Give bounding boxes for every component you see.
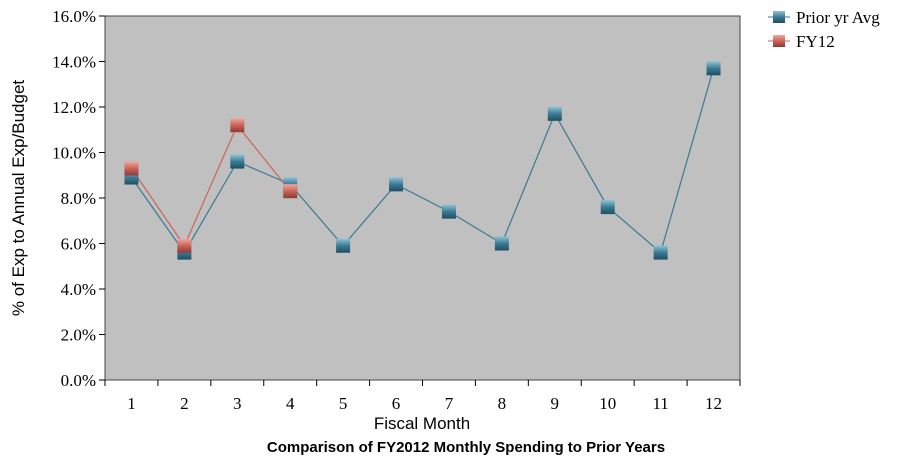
y-tick-label: 10.0% (52, 144, 96, 163)
data-point-fy12 (230, 118, 245, 133)
legend: Prior yr Avg FY12 (768, 8, 880, 51)
data-point-fy12 (177, 238, 192, 253)
x-axis-title: Fiscal Month (374, 414, 470, 433)
legend-marker-prior-yr-avg (773, 11, 785, 23)
chart-title: Comparison of FY2012 Monthly Spending to… (267, 439, 665, 456)
series-line-prior-yr-avg (130, 68, 715, 254)
data-point-prior-yr-avg (336, 238, 351, 253)
x-tick-label: 9 (551, 394, 560, 413)
data-point-prior-yr-avg (389, 177, 404, 192)
data-point-prior-yr-avg (653, 245, 668, 260)
data-point-fy12 (283, 184, 298, 199)
x-tick-label: 2 (180, 394, 189, 413)
x-tick-label: 8 (498, 394, 507, 413)
y-tick-label: 4.0% (61, 280, 96, 299)
x-axis: 1 2 3 4 5 6 7 8 9 10 11 12 (104, 380, 741, 413)
data-point-prior-yr-avg (706, 61, 721, 76)
y-tick-label: 6.0% (61, 235, 96, 254)
legend-item-fy12: FY12 (768, 32, 835, 51)
legend-marker-fy12 (773, 35, 785, 47)
data-point-prior-yr-avg (600, 200, 615, 215)
y-tick-label: 14.0% (52, 53, 96, 72)
legend-label-prior-yr-avg: Prior yr Avg (796, 8, 880, 27)
y-tick-label: 8.0% (61, 189, 96, 208)
data-point-prior-yr-avg (494, 236, 509, 251)
legend-label-fy12: FY12 (796, 32, 835, 51)
y-tick-label: 12.0% (52, 98, 96, 117)
series-markers (124, 61, 721, 260)
data-point-prior-yr-avg (547, 106, 562, 121)
x-tick-label: 10 (599, 394, 616, 413)
y-tick-label: 16.0% (52, 7, 96, 26)
x-tick-label: 1 (127, 394, 136, 413)
x-tick-label: 4 (286, 394, 295, 413)
legend-item-prior-yr-avg: Prior yr Avg (768, 8, 880, 27)
y-tick-label: 2.0% (61, 326, 96, 345)
series-lines (130, 68, 715, 254)
x-tick-label: 12 (705, 394, 722, 413)
y-axis-title: % of Exp to Annual Exp/Budget (9, 80, 28, 317)
x-tick-label: 6 (392, 394, 401, 413)
x-tick-label: 7 (445, 394, 454, 413)
series-line-fy12 (130, 124, 291, 248)
data-point-prior-yr-avg (441, 204, 456, 219)
x-tick-label: 5 (339, 394, 348, 413)
data-point-fy12 (124, 161, 139, 176)
x-tick-label: 11 (652, 394, 668, 413)
x-tick-label: 3 (233, 394, 242, 413)
y-tick-label: 0.0% (61, 371, 96, 390)
y-axis: 0.0% 2.0% 4.0% 6.0% 8.0% 10.0% 12.0% 14.0% 16.0% (52, 7, 105, 390)
data-point-prior-yr-avg (230, 154, 245, 169)
